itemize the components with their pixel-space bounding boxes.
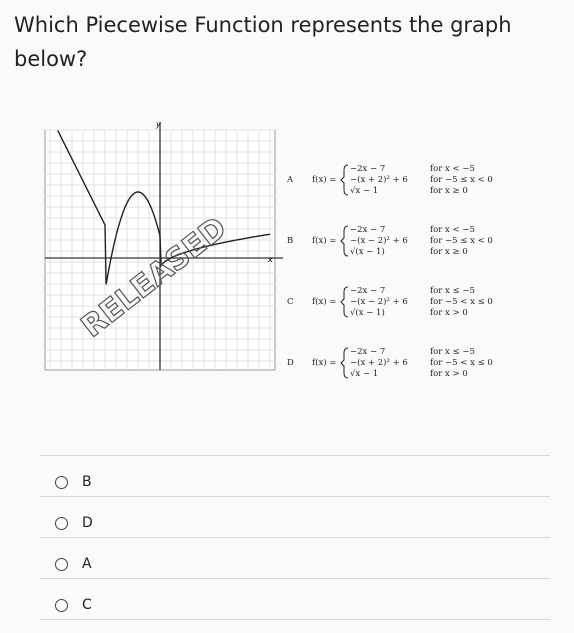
option-label: B — [82, 474, 92, 490]
piece-expr: −(x − 2)² + 6 — [350, 235, 408, 246]
answer-option[interactable]: C — [55, 585, 92, 625]
separator — [40, 455, 550, 456]
radio-button[interactable] — [55, 557, 68, 571]
radio-button[interactable] — [55, 598, 68, 612]
piece-expr: √(x − 1) — [350, 246, 385, 257]
piece-expr: √x − 1 — [350, 369, 378, 379]
piece-cond: for −5 < x ≤ 0 — [430, 358, 493, 368]
option-lhs: f(x) = — [312, 235, 336, 246]
piece-cond: for x > 0 — [430, 308, 468, 318]
option-lhs: f(x) = — [312, 357, 336, 368]
question: Which Piecewise Function represents the … — [14, 13, 512, 71]
separator — [40, 619, 550, 620]
piece-cond: for x ≥ 0 — [430, 247, 468, 257]
option-label: C — [82, 597, 92, 613]
brace — [340, 225, 349, 257]
option-label: A — [82, 556, 92, 572]
graph — [44, 122, 283, 371]
radio-button[interactable] — [55, 475, 68, 489]
answer-option[interactable]: D — [55, 503, 93, 543]
answer-option[interactable]: A — [55, 544, 92, 584]
option-letter: A — [286, 175, 294, 185]
radio-button[interactable] — [55, 516, 68, 530]
piece-expr: √x − 1 — [350, 186, 378, 196]
option-letter: D — [287, 358, 294, 368]
option-lhs: f(x) = — [312, 174, 336, 185]
option-letter: C — [287, 297, 294, 307]
option-letter: B — [287, 236, 293, 246]
piece-expr: −(x + 2)² + 6 — [350, 357, 408, 368]
piece-cond: for −5 ≤ x < 0 — [430, 175, 493, 185]
piece-expr: −2x − 7 — [350, 164, 385, 174]
option-label: D — [82, 515, 93, 531]
piece-expr: −(x + 2)² + 6 — [350, 174, 408, 185]
piece-cond: for −5 ≤ x < 0 — [430, 236, 493, 246]
piece-expr: −2x − 7 — [350, 347, 385, 357]
piece-cond: for −5 < x ≤ 0 — [430, 297, 493, 307]
piece-cond: for x > 0 — [430, 369, 468, 379]
piece-cond: for x ≤ −5 — [430, 286, 475, 296]
answer-option[interactable]: B — [55, 462, 92, 502]
y-label: y — [155, 120, 161, 129]
separator — [40, 537, 550, 538]
brace — [340, 164, 349, 196]
separator — [40, 496, 550, 497]
brace — [340, 347, 349, 379]
curve — [57, 130, 271, 285]
x-label: x — [267, 255, 273, 264]
piece-expr: √(x − 1) — [350, 307, 385, 318]
piece-cond: for x ≥ 0 — [430, 186, 468, 196]
piece-expr: −2x − 7 — [350, 225, 385, 235]
piece-cond: for x < −5 — [430, 164, 475, 174]
piece-cond: for x < −5 — [430, 225, 475, 235]
separator — [40, 578, 550, 579]
piece-expr: −2x − 7 — [350, 286, 385, 296]
brace — [340, 286, 349, 318]
piece-expr: −(x − 2)² + 6 — [350, 296, 408, 307]
option-lhs: f(x) = — [312, 296, 336, 307]
piece-cond: for x ≤ −5 — [430, 347, 475, 357]
